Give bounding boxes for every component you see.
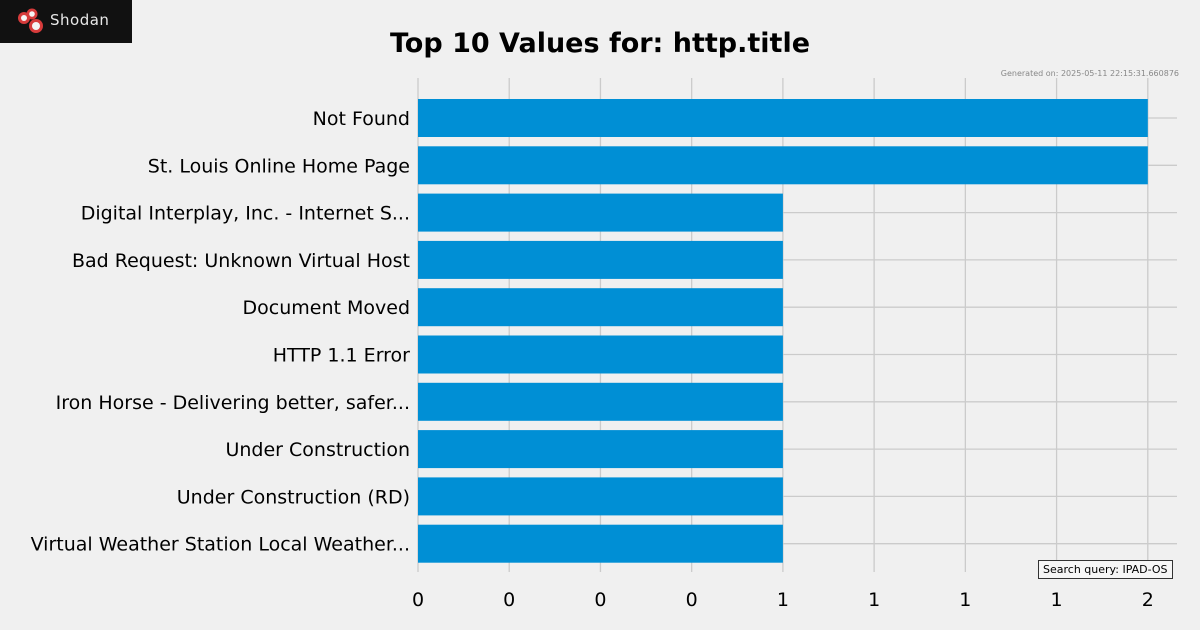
category-label-7: Under Construction bbox=[225, 439, 410, 461]
category-label-1: St. Louis Online Home Page bbox=[148, 155, 410, 177]
shodan-logo-icon bbox=[18, 8, 43, 33]
x-tick-label-1: 0 bbox=[503, 589, 515, 611]
category-label-9: Virtual Weather Station Local Weather... bbox=[31, 534, 410, 556]
shodan-logo[interactable]: Shodan bbox=[0, 0, 132, 43]
bar-5 bbox=[418, 335, 783, 374]
x-tick-label-7: 1 bbox=[1051, 589, 1063, 611]
category-label-3: Bad Request: Unknown Virtual Host bbox=[72, 250, 410, 272]
bar-1 bbox=[418, 146, 1148, 185]
bar-3 bbox=[418, 240, 783, 279]
shodan-logo-text: Shodan bbox=[50, 11, 110, 29]
generated-timestamp: Generated on: 2025-05-11 22:15:31.660876 bbox=[1000, 69, 1179, 78]
bar-2 bbox=[418, 193, 783, 232]
bar-6 bbox=[418, 382, 783, 421]
category-label-6: Iron Horse - Delivering better, safer... bbox=[56, 392, 410, 414]
category-label-4: Document Moved bbox=[243, 297, 410, 319]
category-label-8: Under Construction (RD) bbox=[177, 486, 410, 508]
bar-0 bbox=[418, 99, 1148, 137]
x-tick-label-6: 1 bbox=[959, 589, 971, 611]
category-label-5: HTTP 1.1 Error bbox=[273, 345, 410, 367]
search-query-label: Search query: IPAD-OS bbox=[1038, 560, 1173, 579]
bar-8 bbox=[418, 477, 783, 516]
x-tick-label-0: 0 bbox=[412, 589, 424, 611]
category-label-0: Not Found bbox=[313, 108, 410, 130]
category-label-2: Digital Interplay, Inc. - Internet S... bbox=[81, 203, 410, 225]
bar-9 bbox=[418, 524, 783, 563]
x-tick-label-5: 1 bbox=[868, 589, 880, 611]
x-tick-label-2: 0 bbox=[594, 589, 606, 611]
x-tick-label-8: 2 bbox=[1142, 589, 1154, 611]
bar-7 bbox=[418, 430, 783, 469]
x-tick-label-4: 1 bbox=[777, 589, 789, 611]
chart-title: Top 10 Values for: http.title bbox=[389, 28, 811, 59]
bar-4 bbox=[418, 288, 783, 327]
x-tick-label-3: 0 bbox=[686, 589, 698, 611]
